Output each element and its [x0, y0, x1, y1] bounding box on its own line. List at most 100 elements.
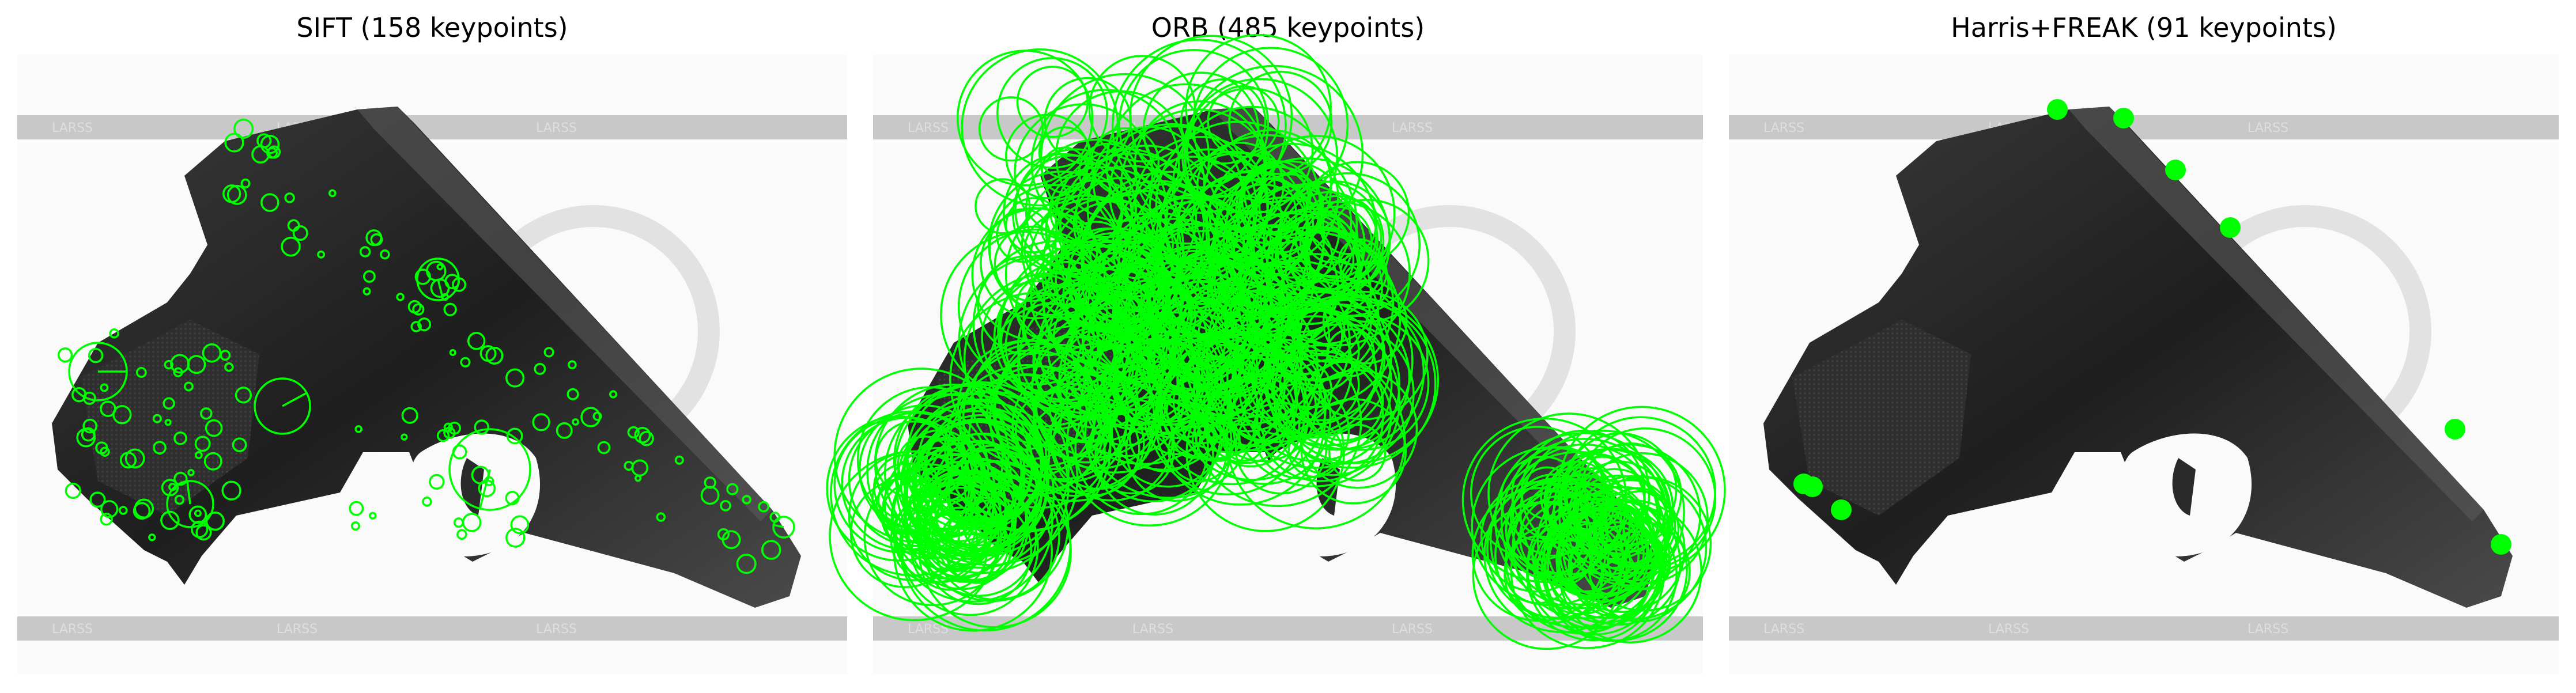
sift-keypoint [260, 193, 279, 212]
orb-keypoint [1267, 229, 1383, 345]
orb-keypoint [856, 386, 1004, 533]
orb-keypoint [1242, 183, 1366, 306]
sift-keypoint [152, 414, 162, 423]
sift-keypoint-orientation [773, 524, 784, 528]
sift-keypoint [164, 419, 172, 426]
sift-keypoint [153, 441, 167, 455]
orb-keypoint [1094, 396, 1214, 516]
orb-keypoint [1184, 65, 1364, 245]
orb-keypoint [1029, 197, 1158, 327]
panel-image-harris-freak [1729, 55, 2559, 674]
sift-keypoint [505, 528, 526, 548]
orb-keypoint [1000, 294, 1100, 393]
orb-keypoint [1224, 231, 1402, 408]
sift-keypoint [350, 521, 360, 531]
orb-keypoint [1172, 364, 1247, 439]
sift-keypoint [401, 433, 408, 441]
orb-keypoint [964, 461, 1023, 520]
sift-keypoint [467, 332, 486, 350]
sift-keypoint [100, 446, 110, 457]
sift-keypoint [380, 249, 390, 260]
orb-keypoint [1196, 265, 1351, 419]
sift-keypoint [449, 349, 456, 356]
orb-keypoint [1305, 161, 1410, 266]
sift-keypoint [761, 540, 781, 560]
sift-keypoint [634, 426, 651, 444]
orb-keypoint [1486, 478, 1627, 619]
orb-keypoint [848, 450, 979, 581]
sift-keypoint [57, 347, 73, 363]
sift-keypoint [401, 407, 418, 424]
orb-keypoint [956, 50, 1094, 187]
orb-keypoint [1016, 66, 1089, 138]
sift-keypoint [164, 359, 173, 370]
harris-freak-keypoint [2491, 534, 2511, 555]
sift-keypoint [166, 480, 214, 528]
sift-keypoint [456, 529, 467, 540]
orb-keypoint [1144, 393, 1207, 456]
orb-keypoint [1547, 509, 1662, 624]
sift-keypoint [485, 346, 504, 365]
orb-keypoint [1014, 103, 1154, 243]
orb-keypoint [906, 403, 1034, 531]
orb-keypoint [1566, 474, 1670, 578]
orb-keypoint [931, 472, 1060, 601]
sift-keypoint [281, 236, 301, 257]
sift-keypoint [369, 512, 377, 520]
sift-keypoint [674, 455, 684, 465]
sift-keypoint [221, 480, 241, 501]
sift-keypoint [88, 347, 104, 363]
sift-keypoint [609, 390, 618, 399]
sift-keypoints [57, 118, 795, 574]
harris-freak-keypoint [2113, 108, 2134, 128]
orb-keypoint [1593, 503, 1638, 548]
sift-keypoint [89, 491, 106, 508]
orb-keypoint [1172, 416, 1215, 459]
sift-keypoint [484, 476, 494, 486]
sift-keypoint [639, 431, 654, 446]
sift-keypoint [240, 178, 251, 188]
sift-keypoint [226, 184, 247, 205]
orb-keypoint [1111, 39, 1287, 214]
sift-keypoint [443, 422, 454, 433]
orb-keypoint [1181, 331, 1298, 448]
orb-keypoint [1600, 490, 1680, 569]
orb-keypoint [1255, 291, 1386, 422]
sift-keypoint [202, 343, 222, 363]
orb-keypoint [896, 400, 1070, 574]
sift-keypoint [224, 362, 234, 372]
sift-keypoint [119, 506, 128, 515]
sift-keypoint [726, 483, 739, 495]
sift-keypoint [717, 528, 730, 541]
sift-keypoint [543, 347, 554, 358]
harris-freak-keypoint [2445, 419, 2465, 440]
sift-keypoint [627, 426, 640, 439]
harris-freak-keypoint [1802, 476, 1823, 497]
panel-image-orb [826, 33, 1726, 674]
harris-freak-keypoints [1793, 99, 2511, 555]
sift-keypoint [260, 134, 280, 154]
sift-keypoint [317, 250, 326, 259]
sift-keypoint [505, 490, 520, 506]
sift-keypoint [631, 459, 649, 477]
orb-keypoint [1088, 408, 1175, 495]
sift-keypoint [429, 474, 445, 490]
orb-keypoint [1299, 205, 1373, 279]
orb-keypoint [1157, 336, 1306, 486]
sift-keypoint [436, 263, 444, 271]
sift-keypoint [556, 422, 573, 439]
orb-keypoint [1148, 299, 1270, 421]
orb-keypoint [1531, 524, 1593, 586]
orb-keypoint [1278, 180, 1391, 293]
sift-keypoint [580, 407, 601, 427]
orb-keypoint [1128, 223, 1304, 399]
orb-keypoint [975, 178, 1031, 234]
orb-keypoint [1208, 210, 1308, 309]
sift-keypoint [592, 411, 602, 421]
orb-keypoint [1055, 147, 1198, 290]
sift-keypoint [194, 451, 203, 460]
orb-keypoint [915, 448, 1070, 602]
sift-keypoint [168, 483, 177, 491]
sift-keypoint [414, 268, 431, 285]
